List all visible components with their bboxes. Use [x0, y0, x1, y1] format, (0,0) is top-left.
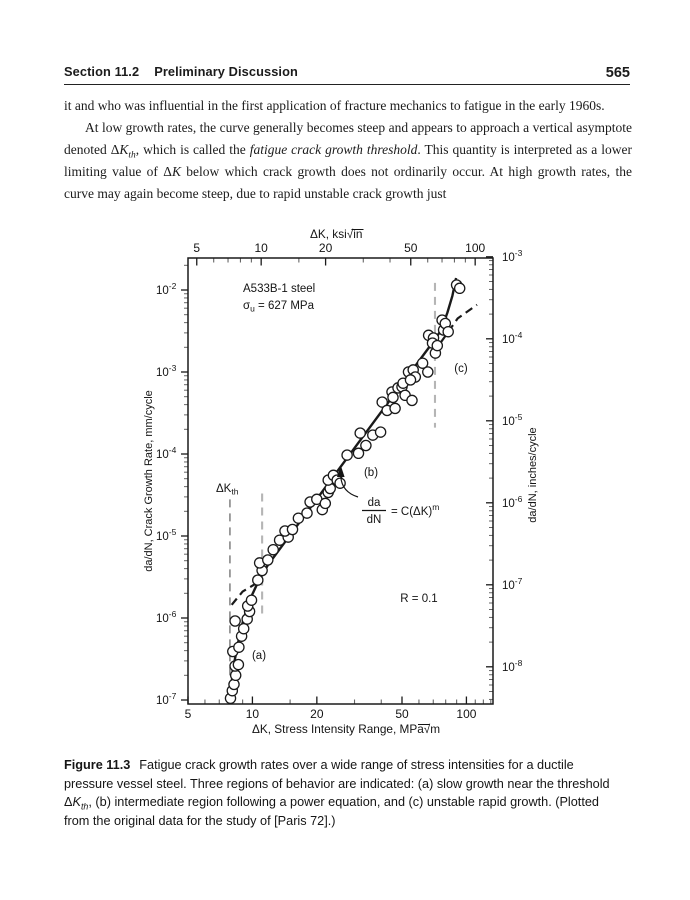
data-point — [233, 641, 245, 653]
svg-text:10: 10 — [246, 707, 260, 721]
svg-text:σu = 627 MPa: σu = 627 MPa — [243, 300, 315, 314]
data-point — [228, 678, 240, 691]
svg-text:10-2: 10-2 — [156, 281, 177, 297]
svg-text:da/dN, Crack Growth Rate, mm/c: da/dN, Crack Growth Rate, mm/cycle — [143, 390, 155, 572]
data-point — [292, 512, 305, 524]
dashed-curve-a — [230, 583, 256, 606]
svg-text:A533B-1 steel: A533B-1 steel — [243, 283, 315, 295]
running-head: Section 11.2 Preliminary Discussion — [64, 64, 298, 79]
chart-annotations: A533B-1 steel σu = 627 MPa ΔKth (a) (b) (c) R … — [216, 283, 468, 662]
top-axis: 5 10 20 50 100 — [193, 241, 486, 266]
svg-text:100: 100 — [465, 241, 485, 255]
data-point — [245, 594, 258, 606]
svg-text:20: 20 — [319, 241, 333, 255]
dashed-curve-c — [440, 303, 478, 343]
data-point — [237, 622, 250, 635]
data-point — [229, 615, 241, 627]
svg-text:= C(ΔK)m: = C(ΔK)m — [391, 502, 439, 518]
data-point — [416, 357, 429, 369]
data-point — [374, 426, 387, 438]
section-number: Section 11.2 — [64, 64, 140, 79]
crack-growth-rate-chart: 5 10 20 50 100 5 10 20 50 100 10-2 10-3 10-4 10-5 10-6… — [143, 227, 539, 736]
data-point — [431, 339, 444, 352]
data-point — [376, 396, 388, 408]
data-point — [406, 394, 418, 407]
svg-text:(a): (a) — [252, 650, 266, 662]
svg-text:5: 5 — [185, 707, 192, 721]
left-axis: 10-2 10-3 10-4 10-5 10-6 10-7 — [156, 264, 188, 707]
axis-titles: ΔK, ksi√in ΔK, Stress Intensity Range, MP… — [143, 227, 539, 736]
figure-caption: Figure 11.3 Fatigue crack growth rates ov… — [64, 758, 610, 828]
svg-text:10-4: 10-4 — [502, 330, 523, 346]
data-point — [286, 523, 299, 536]
section-title: Preliminary Discussion — [154, 64, 298, 79]
svg-text:5: 5 — [193, 241, 200, 255]
svg-text:ΔK, ksi√in: ΔK, ksi√in — [310, 227, 362, 241]
svg-text:10-5: 10-5 — [502, 412, 523, 428]
data-point — [453, 282, 466, 295]
svg-text:10-3: 10-3 — [502, 248, 523, 264]
data-points — [224, 279, 466, 705]
svg-text:10-7: 10-7 — [156, 691, 177, 707]
data-point — [229, 669, 242, 682]
svg-text:10-3: 10-3 — [156, 363, 177, 379]
svg-text:10-4: 10-4 — [156, 445, 177, 461]
data-point — [422, 366, 434, 378]
data-point — [252, 574, 264, 586]
svg-text:50: 50 — [404, 241, 418, 255]
data-point — [352, 447, 365, 460]
svg-text:ΔK, Stress Intensity Range, MP: ΔK, Stress Intensity Range, MPa√m — [252, 722, 440, 736]
svg-text:10-6: 10-6 — [502, 494, 523, 510]
svg-text:50: 50 — [395, 707, 409, 721]
plot-frame — [187, 257, 494, 705]
svg-text:ΔKth: ΔKth — [216, 483, 239, 497]
body-text: it and who was influential in the first … — [64, 95, 632, 205]
svg-text:10-5: 10-5 — [156, 527, 177, 543]
data-point — [442, 325, 454, 338]
data-point — [387, 391, 399, 404]
paragraph-1: it and who was influential in the first … — [64, 98, 605, 113]
svg-text:100: 100 — [456, 707, 476, 721]
data-point — [267, 543, 279, 556]
svg-text:20: 20 — [310, 707, 324, 721]
svg-text:R = 0.1: R = 0.1 — [400, 593, 437, 605]
data-point — [301, 507, 313, 519]
data-point — [404, 374, 417, 386]
right-axis: 10-3 10-4 10-5 10-6 10-7 10-8 — [486, 248, 523, 700]
svg-text:10-7: 10-7 — [502, 576, 523, 592]
svg-text:10-8: 10-8 — [502, 658, 523, 674]
data-point — [354, 427, 366, 439]
svg-text:10: 10 — [254, 241, 268, 255]
data-point — [232, 658, 245, 671]
data-point — [360, 439, 372, 452]
paragraph-2: At low growth rates, the curve generally… — [64, 120, 633, 201]
svg-text:dN: dN — [367, 514, 382, 526]
svg-text:da/dN, inches/cycle: da/dN, inches/cycle — [527, 427, 539, 522]
data-point — [262, 554, 274, 566]
svg-text:10-6: 10-6 — [156, 609, 177, 625]
svg-text:da: da — [368, 497, 381, 509]
data-point — [389, 402, 401, 415]
data-point — [341, 449, 353, 461]
figure-11-3: 5 10 20 50 100 5 10 20 50 100 10-2 10-3 10-4 10-5 10-6… — [0, 225, 690, 755]
data-point — [319, 497, 332, 510]
page-number: 565 — [605, 65, 630, 81]
svg-text:(c): (c) — [454, 363, 468, 375]
page-header: Section 11.2 Preliminary Discussion 565 — [64, 60, 630, 85]
svg-text:(b): (b) — [364, 467, 378, 479]
